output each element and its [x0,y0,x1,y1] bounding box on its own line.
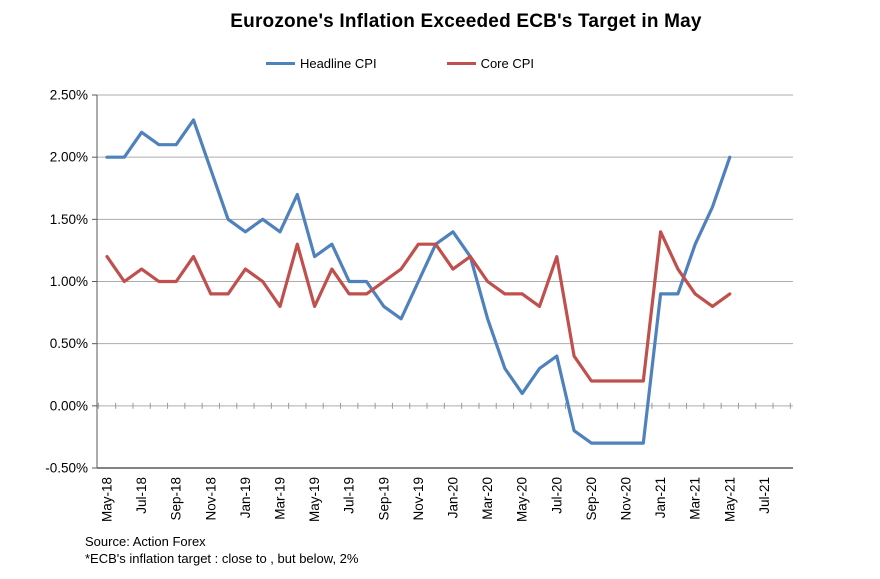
target-note: *ECB's inflation target : close to , but… [85,551,359,566]
chart-footnotes: Source: Action Forex *ECB's inflation ta… [85,533,358,567]
legend-item-headline-cpi: Headline CPI [265,56,377,71]
svg-text:Jan-20: Jan-20 [446,477,461,518]
svg-text:1.50%: 1.50% [50,212,88,227]
svg-text:Jan-19: Jan-19 [238,477,253,518]
svg-text:May-21: May-21 [722,477,737,522]
core-cpi-line-swatch [446,62,476,65]
svg-text:Jan-21: Jan-21 [653,477,668,518]
svg-text:Nov-20: Nov-20 [619,477,634,521]
svg-text:Sep-19: Sep-19 [376,477,391,521]
svg-text:Mar-20: Mar-20 [480,477,495,520]
legend-label: Core CPI [480,56,535,71]
svg-text:Jul-20: Jul-20 [549,477,564,514]
svg-text:May-18: May-18 [100,477,115,522]
svg-text:Jul-18: Jul-18 [134,477,149,514]
source-note: Source: Action Forex [85,534,206,549]
svg-text:Jul-19: Jul-19 [342,477,357,514]
svg-text:Mar-21: Mar-21 [688,477,703,520]
svg-text:-0.50%: -0.50% [45,461,88,476]
svg-text:Nov-19: Nov-19 [411,477,426,521]
legend-item-core-cpi: Core CPI [446,56,535,71]
svg-text:May-20: May-20 [515,477,530,522]
chart-legend: Headline CPI Core CPI [0,56,800,71]
svg-text:2.00%: 2.00% [50,150,88,165]
svg-text:May-19: May-19 [307,477,322,522]
svg-text:1.00%: 1.00% [50,274,88,289]
svg-text:2.50%: 2.50% [50,88,88,103]
svg-text:Nov-18: Nov-18 [203,477,218,521]
chart-title: Eurozone's Inflation Exceeded ECB's Targ… [230,11,702,32]
headline-cpi-line-swatch [265,62,295,65]
svg-text:0.00%: 0.00% [50,398,88,413]
svg-text:Sep-20: Sep-20 [584,477,599,521]
legend-label: Headline CPI [299,56,377,71]
svg-text:0.50%: 0.50% [50,336,88,351]
svg-text:Sep-18: Sep-18 [169,477,184,521]
svg-text:Jul-21: Jul-21 [757,477,772,514]
svg-text:Mar-19: Mar-19 [273,477,288,520]
